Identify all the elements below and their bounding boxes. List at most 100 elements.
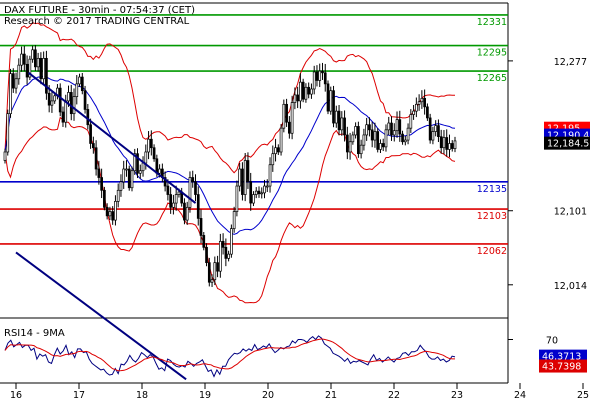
candle-body bbox=[169, 194, 172, 208]
candlesticks bbox=[3, 45, 457, 288]
candle-body bbox=[205, 246, 208, 264]
candle-body bbox=[86, 109, 90, 126]
level-label-12295: 12295 bbox=[477, 48, 507, 59]
candle-body bbox=[28, 58, 32, 78]
candle-body bbox=[45, 57, 48, 94]
candle-body bbox=[257, 190, 261, 195]
candle-body bbox=[72, 96, 76, 115]
candle-body bbox=[392, 130, 396, 136]
candle-body bbox=[221, 241, 225, 248]
candle-body bbox=[321, 70, 324, 74]
candle-body bbox=[114, 201, 117, 221]
candle-body bbox=[301, 81, 305, 100]
candle-body bbox=[271, 153, 275, 166]
candle-body bbox=[351, 134, 355, 143]
date-axis: 16 17 18 19 20 21 22 23 24 25 bbox=[10, 383, 589, 400]
candle-body bbox=[152, 147, 156, 160]
candle-body bbox=[437, 125, 440, 138]
price-tags: 12,195.12,190.412,184.5 bbox=[544, 121, 590, 150]
candle-body bbox=[357, 126, 360, 155]
candle-body bbox=[329, 90, 333, 112]
candle-body bbox=[83, 90, 87, 110]
candle-body bbox=[252, 194, 255, 204]
price-pane bbox=[0, 2, 590, 381]
rsi-lines bbox=[4, 335, 456, 378]
candle-body bbox=[34, 49, 37, 68]
candle-body bbox=[285, 103, 288, 123]
candle-body bbox=[348, 141, 352, 153]
candle-body bbox=[417, 101, 421, 105]
candle-body bbox=[191, 177, 195, 183]
candle-body bbox=[36, 57, 40, 68]
candle-body bbox=[265, 185, 269, 188]
candle-body bbox=[254, 190, 258, 195]
level-labels: 12331 12295 12265 12135 12103 12062 bbox=[477, 17, 507, 257]
candle-body bbox=[406, 127, 410, 141]
candle-body bbox=[133, 153, 137, 172]
candle-body bbox=[141, 162, 145, 172]
candle-body bbox=[381, 143, 385, 148]
candle-body bbox=[47, 92, 51, 106]
rsi-line bbox=[4, 335, 456, 378]
candle-body bbox=[426, 106, 429, 119]
candle-body bbox=[439, 136, 443, 149]
candle-body bbox=[166, 185, 170, 195]
candle-body bbox=[64, 100, 68, 123]
candle-body bbox=[119, 181, 123, 191]
candle-body bbox=[365, 124, 369, 136]
price-tag-label: 12,190.4 bbox=[547, 131, 589, 142]
candle-body bbox=[163, 177, 167, 187]
rsi-pane: RSI14 - 9MA bbox=[0, 318, 509, 384]
candle-body bbox=[39, 57, 43, 80]
candle-body bbox=[246, 160, 250, 183]
chart-title: DAX FUTURE - 30min - 07:54:37 (CET) bbox=[4, 5, 195, 16]
level-label-12265: 12265 bbox=[477, 73, 507, 84]
candle-body bbox=[125, 168, 128, 171]
candle-body bbox=[202, 235, 206, 248]
candle-body bbox=[395, 119, 399, 132]
date-tick-label-25: 25 bbox=[577, 390, 589, 400]
candle-body bbox=[428, 117, 432, 141]
candle-body bbox=[362, 134, 366, 146]
candle-body bbox=[9, 73, 12, 115]
candle-body bbox=[116, 189, 120, 202]
candle-body bbox=[384, 129, 388, 148]
candle-body bbox=[276, 147, 280, 153]
rsi-tag-bg bbox=[539, 349, 587, 363]
candle-body bbox=[334, 110, 338, 124]
rsi-label: RSI14 - 9MA bbox=[4, 328, 65, 339]
candle-body bbox=[232, 211, 236, 229]
candle-body bbox=[144, 151, 148, 164]
candle-body bbox=[177, 191, 181, 195]
chart-subtitle: Research © 2017 TRADING CENTRAL bbox=[4, 16, 190, 27]
levels bbox=[0, 14, 508, 245]
candle-body bbox=[149, 138, 153, 149]
candle-body bbox=[91, 143, 95, 149]
candle-body bbox=[20, 53, 23, 66]
candle-body bbox=[354, 126, 357, 136]
candle-body bbox=[147, 138, 150, 153]
candle-body bbox=[326, 83, 330, 112]
candle-body bbox=[108, 211, 112, 217]
candle-body bbox=[183, 202, 186, 221]
candle-body bbox=[332, 90, 335, 124]
date-tick-label-21: 21 bbox=[325, 390, 337, 400]
candle-body bbox=[288, 121, 291, 134]
candle-body bbox=[398, 119, 402, 135]
rsi-tag-label: 43.7398 bbox=[542, 362, 581, 373]
candle-body bbox=[315, 71, 319, 81]
price-tag-bg bbox=[544, 136, 590, 150]
date-tick-label-19: 19 bbox=[199, 390, 211, 400]
candle-body bbox=[75, 83, 79, 97]
candle-body bbox=[210, 279, 214, 283]
candle-body bbox=[323, 72, 327, 85]
candle-body bbox=[307, 86, 311, 95]
candle-body bbox=[241, 168, 244, 195]
candle-body bbox=[442, 137, 446, 149]
candle-body bbox=[58, 87, 62, 113]
candle-body bbox=[185, 206, 189, 221]
candle-body bbox=[450, 143, 454, 149]
candle-body bbox=[263, 185, 266, 194]
